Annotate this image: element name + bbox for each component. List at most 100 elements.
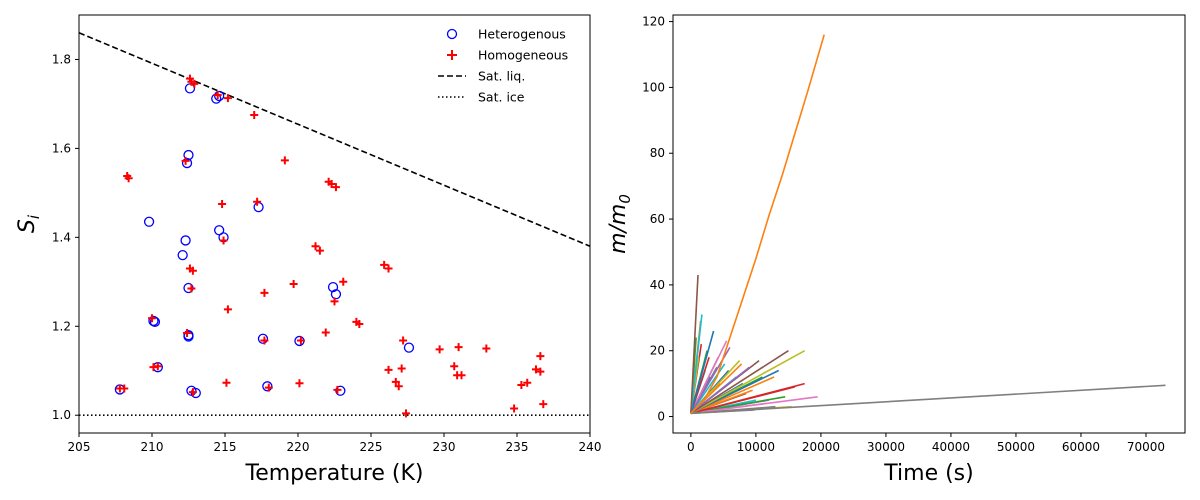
y-tick-label: 60 xyxy=(650,212,665,226)
homogeneous-point xyxy=(213,91,222,100)
heterogeneous-point xyxy=(330,289,342,300)
left-x-ticks: 205 210 215 220 225 230 235 240 xyxy=(68,433,602,454)
heterogeneous-point xyxy=(143,216,155,227)
series-line-olive-1 xyxy=(690,349,806,415)
homogeneous-point xyxy=(523,378,532,387)
left-data-points xyxy=(114,74,548,418)
x-tick-label: 0 xyxy=(687,440,695,454)
homogeneous-point xyxy=(450,362,459,371)
homogeneous-point xyxy=(327,179,336,188)
right-x-ticks: 0 10000 20000 30000 40000 50000 60000 70000 xyxy=(687,433,1165,454)
homogeneous-point xyxy=(339,277,348,286)
right-y-label-base: m/m xyxy=(606,204,631,254)
heterogeneous-point xyxy=(327,281,339,293)
x-tick-label: 20000 xyxy=(802,440,840,454)
left-plot-area xyxy=(79,15,590,433)
homogeneous-point xyxy=(280,156,289,165)
homogeneous-point xyxy=(435,345,444,354)
y-tick-label: 120 xyxy=(642,15,665,29)
homogeneous-point xyxy=(510,404,519,413)
legend-heterogeneous-marker xyxy=(446,28,458,40)
homogeneous-point xyxy=(536,367,545,376)
series-line-cyan-spike xyxy=(690,314,703,414)
y-tick-label: 100 xyxy=(642,80,665,94)
left-y-ticks: 1.0 1.2 1.4 1.6 1.8 xyxy=(52,52,79,422)
homogeneous-point xyxy=(250,111,259,120)
homogeneous-point xyxy=(223,305,232,314)
homogeneous-point xyxy=(330,297,339,306)
x-tick-label: 230 xyxy=(433,440,456,454)
y-tick-label: 1.6 xyxy=(52,141,71,155)
homogeneous-point xyxy=(321,328,330,337)
series-line-blue-1 xyxy=(690,330,715,414)
homogeneous-point xyxy=(183,328,192,337)
y-tick-label: 80 xyxy=(650,146,665,160)
series-line-orange-long xyxy=(690,34,825,414)
x-tick-label: 60000 xyxy=(1062,440,1100,454)
y-tick-label: 1.4 xyxy=(52,230,71,244)
homogeneous-point xyxy=(315,246,324,255)
homogeneous-point xyxy=(539,400,548,409)
x-tick-label: 240 xyxy=(579,440,602,454)
y-tick-label: 20 xyxy=(650,344,665,358)
series-line-brown-spike xyxy=(690,274,699,414)
homogeneous-point xyxy=(289,280,298,289)
homogeneous-point xyxy=(120,384,129,393)
x-tick-label: 220 xyxy=(287,440,310,454)
legend-homogeneous-marker xyxy=(447,50,457,60)
homogeneous-point xyxy=(380,260,389,269)
homogeneous-point xyxy=(397,364,406,373)
x-tick-label: 10000 xyxy=(737,440,775,454)
heterogeneous-point xyxy=(183,149,194,161)
homogeneous-point xyxy=(457,371,466,380)
homogeneous-point xyxy=(264,383,273,392)
homogeneous-point xyxy=(260,288,269,297)
legend-sat-liq-label: Sat. liq. xyxy=(478,69,525,84)
left-x-axis-label: Temperature (K) xyxy=(245,461,424,486)
homogeneous-point xyxy=(355,320,364,329)
heterogeneous-point xyxy=(181,157,193,169)
homogeneous-point xyxy=(517,380,526,389)
homogeneous-point xyxy=(295,379,304,388)
right-y-ticks: 0 20 40 60 80 100 120 xyxy=(642,15,673,424)
y-tick-label: 1.8 xyxy=(52,52,71,66)
y-tick-label: 0 xyxy=(657,410,665,424)
series-line-pink-2 xyxy=(690,396,818,415)
homogeneous-point xyxy=(296,336,305,345)
x-tick-label: 225 xyxy=(360,440,383,454)
y-tick-label: 1.2 xyxy=(52,319,71,333)
left-y-label-base: S xyxy=(15,219,40,233)
x-tick-label: 210 xyxy=(141,440,164,454)
homogeneous-point xyxy=(391,377,400,386)
left-y-label-sub: i xyxy=(25,214,43,219)
x-tick-label: 40000 xyxy=(932,440,970,454)
right-x-axis-label: Time (s) xyxy=(883,461,973,486)
homogeneous-point xyxy=(181,156,190,165)
homogeneous-point xyxy=(531,365,540,374)
homogeneous-point xyxy=(188,266,197,275)
heterogeneous-point xyxy=(184,83,196,94)
right-y-axis-label: m/m0 xyxy=(606,194,634,254)
y-tick-label: 40 xyxy=(650,278,665,292)
series-line-pink-1 xyxy=(690,340,728,414)
legend-homogeneous-label: Homogeneous xyxy=(478,48,568,63)
homogeneous-point xyxy=(153,362,162,371)
homogeneous-point xyxy=(223,94,232,103)
homogeneous-point xyxy=(222,378,231,387)
heterogeneous-point xyxy=(262,381,273,392)
heterogeneous-point xyxy=(403,342,415,353)
homogeneous-point xyxy=(260,336,269,345)
heterogeneous-point xyxy=(257,333,269,344)
left-axes-frame xyxy=(78,14,591,434)
homogeneous-point xyxy=(187,284,196,293)
homogeneous-point xyxy=(394,382,403,391)
legend-sat-ice-label: Sat. ice xyxy=(478,90,525,105)
left-scatter-panel: 205 210 215 220 225 230 235 240 1.0 1.2 1.4 1.6 1.8… xyxy=(15,14,602,486)
homogeneous-point xyxy=(536,352,545,361)
heterogeneous-point xyxy=(180,235,191,246)
homogeneous-point xyxy=(384,264,393,273)
homogeneous-point xyxy=(148,314,156,323)
series-line-blue-2 xyxy=(690,369,780,415)
x-tick-label: 235 xyxy=(506,440,529,454)
